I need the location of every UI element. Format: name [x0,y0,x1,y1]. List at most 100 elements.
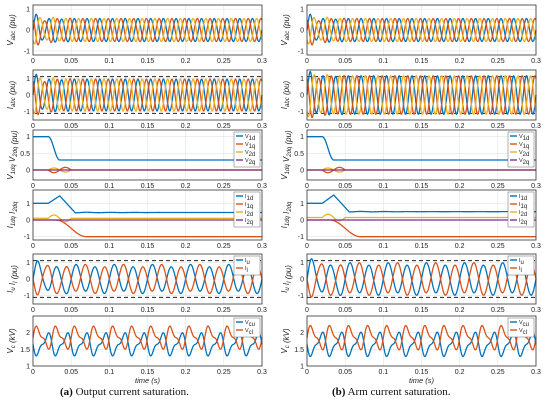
x-tick-label: 0.3 [531,58,541,65]
caption-a-label: (a) [60,386,73,398]
legend-box [233,191,261,228]
x-tick-label: 0.05 [338,307,352,314]
legend-entry: I2d [519,210,527,218]
y-tick-label: -1 [298,48,304,55]
series-line-2 [306,74,537,119]
y-axis-label: V1dq V2dq (pu) [6,130,19,180]
y-tick-label: -1 [298,293,304,300]
series-line-2 [32,263,263,296]
x-tick-label: 0.25 [217,243,231,250]
x-tick-label: 0.2 [181,369,191,376]
y-axis-label: Iabc (pu) [6,80,17,109]
y-tick-label: 0 [26,93,30,100]
x-tick-label: 0.2 [455,123,465,130]
legend-box [507,131,535,168]
series-line-3 [306,74,537,118]
y-axis-label: Vabc (pu) [6,14,17,46]
x-tick-label: 0.3 [531,123,541,130]
x-tick-label: 0.25 [217,369,231,376]
x-tick-label: 0.2 [181,243,191,250]
legend-entry: I1d [519,194,527,202]
legend-entry: V2q [245,158,255,166]
x-tick-label: 0.15 [415,369,429,376]
x-tick-label: 0.15 [141,58,155,65]
x-tick-label: 0.2 [181,183,191,190]
y-tick-label: 1 [26,7,30,14]
series-line-1 [32,332,263,357]
x-tick-label: 0.15 [415,307,429,314]
legend-entry: V1q [519,142,529,150]
series-line-3 [32,16,263,45]
y-axis-label: Iabc (pu) [280,80,291,109]
x-tick-label: 0.1 [378,307,388,314]
x-axis-label: time (s) [135,376,161,385]
subplot-b-3: 0 0.05 0.1 0.15 0.2 0.25 0.3 0 0.5 1 V1dq V2dq (pu… [280,129,541,190]
series-line-2 [33,219,262,238]
y-axis-label: Vc (kV) [6,328,17,354]
y-axis-label: Vc (kV) [280,328,291,354]
x-tick-label: 0.15 [141,123,155,130]
plot-frame [306,69,537,121]
plot-frame [32,69,263,121]
y-tick-label: -1 [298,109,304,116]
x-tick-label: 0.1 [378,123,388,130]
x-tick-label: 0 [305,58,309,65]
caption-a-text: Output current saturation. [75,386,189,398]
x-tick-label: 0.05 [64,58,78,65]
x-tick-label: 0.1 [378,369,388,376]
series-line-2 [306,262,537,298]
x-tick-label: 0.15 [141,243,155,250]
series-line-2 [307,219,536,238]
plot-frame [306,189,537,241]
x-tick-label: 0.15 [415,58,429,65]
legend-entry: Vcl [519,328,527,336]
x-tick-label: 0.25 [217,58,231,65]
series-line-3 [307,213,536,222]
y-tick-label: 1 [300,201,304,208]
x-tick-label: 0.2 [455,307,465,314]
legend-entry: V2d [245,150,255,158]
x-tick-label: 0.05 [338,123,352,130]
series-line-2 [306,17,537,46]
x-tick-label: 0 [31,183,35,190]
x-tick-label: 0.2 [455,183,465,190]
x-tick-label: 0.2 [181,307,191,314]
y-tick-label: 0.5 [20,151,30,158]
series-line-3 [306,16,537,45]
legend-box [233,131,261,168]
x-tick-label: 0.15 [141,183,155,190]
x-tick-label: 0.1 [378,58,388,65]
legend-entry: I2q [519,218,527,226]
x-tick-label: 0.15 [415,123,429,130]
y-tick-label: -1 [298,234,304,241]
y-tick-label: -1 [24,48,30,55]
series-line-2 [32,78,263,116]
y-tick-label: 2 [300,330,304,337]
x-tick-label: 0.2 [181,58,191,65]
legend-box [233,255,261,276]
legend-entry: Iu [245,258,250,266]
plot-frame [32,129,263,181]
y-tick-label: 0 [26,277,30,284]
y-tick-label: 0 [300,277,304,284]
y-tick-label: -1 [24,293,30,300]
x-tick-label: 0.1 [104,123,114,130]
legend-entry: V1d [519,134,529,142]
legend-box [233,317,261,338]
x-tick-label: 0.3 [257,243,267,250]
x-tick-label: 0.3 [257,123,267,130]
x-tick-label: 0.05 [64,307,78,314]
x-tick-label: 0.1 [104,243,114,250]
series-line-1 [306,70,537,116]
x-tick-label: 0 [305,369,309,376]
x-tick-label: 0.3 [531,243,541,250]
y-tick-label: 1 [26,201,30,208]
x-tick-label: 0.05 [338,369,352,376]
y-tick-label: -1 [24,109,30,116]
x-tick-label: 0.2 [455,58,465,65]
